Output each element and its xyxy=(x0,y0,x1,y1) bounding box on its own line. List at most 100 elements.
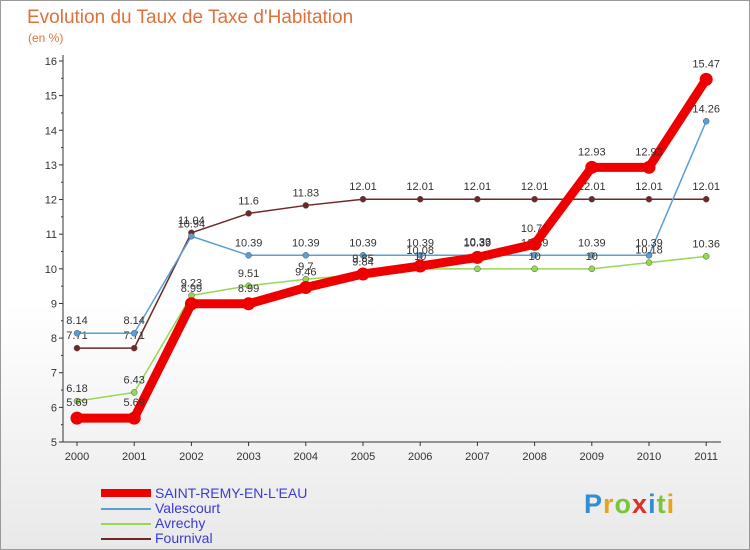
data-point xyxy=(702,118,710,125)
data-point xyxy=(356,267,370,281)
legend-label: Fournival xyxy=(155,530,213,546)
data-label: 10.18 xyxy=(635,245,663,257)
legend-swatch xyxy=(101,538,151,540)
y-tick-label: 12 xyxy=(45,195,57,207)
data-label: 12.93 xyxy=(635,146,663,158)
x-tick-label: 2005 xyxy=(351,451,375,463)
data-label: 9.46 xyxy=(295,267,316,279)
series-line xyxy=(76,120,707,334)
data-label: 5.69 xyxy=(123,397,144,409)
data-point xyxy=(645,252,653,259)
data-point xyxy=(127,411,141,425)
data-label: 10.94 xyxy=(178,218,206,230)
y-tick-label: 11 xyxy=(46,229,57,241)
y-tick-label: 7 xyxy=(51,368,57,380)
x-tick-label: 2003 xyxy=(236,451,260,463)
data-label: 10.39 xyxy=(235,237,263,249)
x-tick-label: 2009 xyxy=(580,451,604,463)
data-label: 10.36 xyxy=(692,238,720,250)
data-label: 8.99 xyxy=(181,283,202,295)
data-point xyxy=(585,160,599,174)
data-point xyxy=(645,259,653,266)
data-label: 8.99 xyxy=(238,283,259,295)
y-tick-label: 6 xyxy=(51,402,57,414)
data-label: 6.18 xyxy=(66,383,87,395)
data-label: 10.33 xyxy=(464,236,492,248)
data-label: 9.7 xyxy=(298,261,313,273)
y-tick-label: 14 xyxy=(45,125,57,137)
data-point xyxy=(359,195,367,203)
data-point xyxy=(359,252,367,259)
data-point xyxy=(531,252,538,259)
data-point xyxy=(130,389,138,396)
y-tick-label: 9 xyxy=(51,298,57,310)
legend-swatch xyxy=(101,523,151,525)
data-point xyxy=(416,195,424,203)
data-label: 12.01 xyxy=(578,181,606,193)
legend-label: Valescourt xyxy=(155,500,221,516)
data-label: 10 xyxy=(414,251,426,263)
data-label: 10.39 xyxy=(578,237,606,249)
unit-label: (en %) xyxy=(28,31,64,45)
x-tick-label: 2004 xyxy=(294,451,318,463)
x-tick-label: 2001 xyxy=(122,451,146,463)
data-label: 10.39 xyxy=(464,237,492,249)
x-tick-label: 2002 xyxy=(179,451,203,463)
legend-swatch xyxy=(101,508,151,510)
data-point xyxy=(245,282,252,290)
x-tick-label: 2000 xyxy=(65,451,89,463)
y-tick-label: 16 xyxy=(45,56,57,68)
data-point xyxy=(413,259,427,273)
data-label: 11.04 xyxy=(178,215,205,227)
chart-title: Evolution du Taux de Taxe d'Habitation xyxy=(27,7,354,28)
data-point xyxy=(245,252,252,259)
data-label: 10.39 xyxy=(635,237,663,249)
data-label: 12.01 xyxy=(692,181,720,193)
data-point xyxy=(302,252,310,259)
data-label: 10.71 xyxy=(521,223,549,235)
data-label: 9.23 xyxy=(181,277,202,289)
data-point xyxy=(73,329,81,337)
data-point xyxy=(588,252,596,259)
series-line xyxy=(76,255,707,402)
data-point xyxy=(73,344,81,352)
data-point xyxy=(645,195,653,203)
data-label: 10.08 xyxy=(406,245,434,257)
data-label: 5.69 xyxy=(66,397,87,409)
data-label: 10.39 xyxy=(406,237,434,249)
data-point xyxy=(130,344,138,352)
data-label: 10 xyxy=(528,251,540,263)
data-label: 11.83 xyxy=(292,187,319,199)
data-label: 12.93 xyxy=(578,146,606,158)
data-point xyxy=(130,329,138,337)
data-point xyxy=(699,72,713,86)
y-tick-label: 8 xyxy=(51,333,57,345)
data-point xyxy=(242,297,256,311)
data-point xyxy=(588,265,596,273)
y-tick-label: 10 xyxy=(45,264,57,276)
data-label: 10.39 xyxy=(349,237,377,249)
data-point xyxy=(188,233,195,240)
data-label: 12.01 xyxy=(464,181,492,193)
data-label: 8.14 xyxy=(123,315,144,327)
x-tick-label: 2007 xyxy=(465,451,489,463)
x-tick-label: 2010 xyxy=(637,451,661,463)
data-point xyxy=(588,195,596,203)
legend-label: Avrechy xyxy=(155,515,206,531)
y-tick-label: 13 xyxy=(45,160,57,172)
data-label: 9.51 xyxy=(238,268,259,280)
data-point xyxy=(528,237,542,251)
data-label: 12.01 xyxy=(406,181,434,193)
data-label: 12.01 xyxy=(635,181,663,193)
series-line xyxy=(72,74,711,423)
x-tick-label: 2008 xyxy=(522,451,546,463)
data-point xyxy=(73,397,81,405)
data-label: 12.01 xyxy=(521,181,549,193)
data-point xyxy=(702,253,710,260)
data-label: 8.14 xyxy=(66,315,87,327)
data-label: 12.01 xyxy=(349,181,377,193)
y-tick-label: 15 xyxy=(45,91,57,103)
data-label: 6.43 xyxy=(123,374,144,386)
